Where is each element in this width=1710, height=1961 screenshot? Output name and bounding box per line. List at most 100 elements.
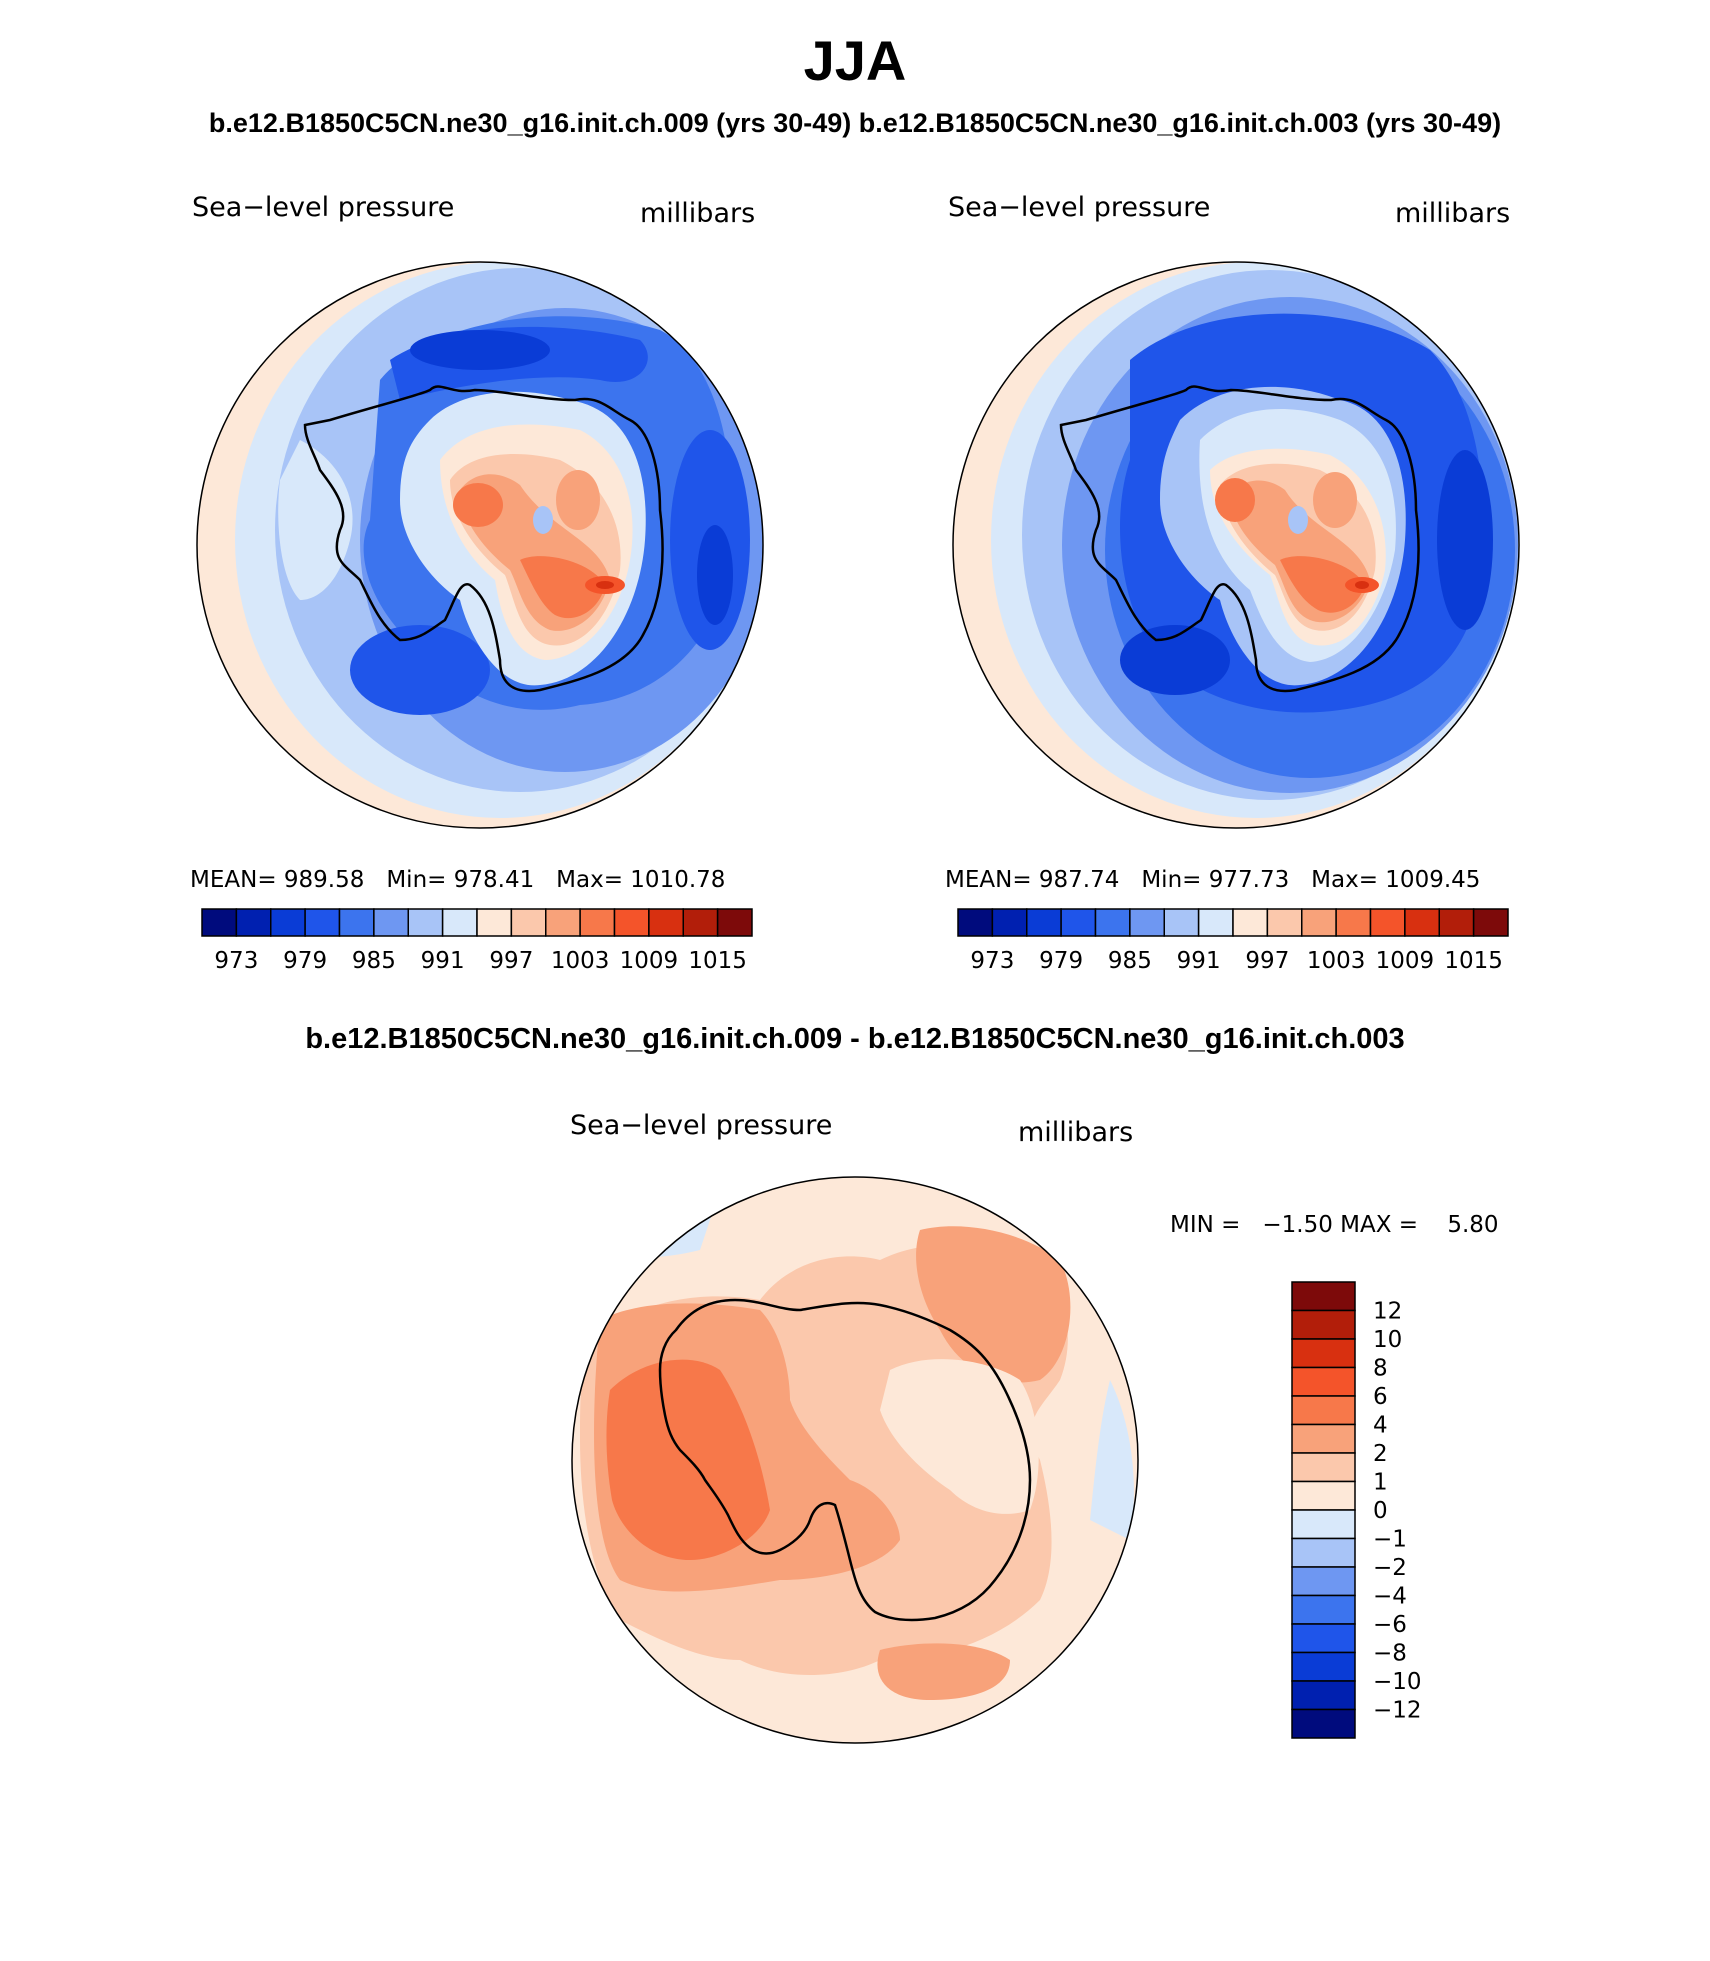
panel1-min-label: Min= <box>386 867 447 893</box>
panel2-colorbar-swatch <box>1094 908 1131 937</box>
panel2-colorbar-tick-label: 979 <box>1039 948 1083 974</box>
panel1-colorbar-swatch <box>476 908 513 937</box>
panel1-colorbar-swatch <box>201 908 238 937</box>
panel2-coastline <box>1059 385 1420 693</box>
panel2-colorbar-swatch <box>1335 908 1372 937</box>
panel2-colorbar-swatch <box>1301 908 1337 937</box>
panel1-colorbar-swatch <box>545 908 581 937</box>
panel1-colorbar-tick-label: 991 <box>421 948 465 974</box>
diff-colorbar-tick-label: −1 <box>1373 1527 1407 1553</box>
panel2-mean-value: 987.74 <box>1038 867 1120 893</box>
panel2-colorbar-swatch <box>1026 908 1062 937</box>
diff-colorbar-tick-label: 8 <box>1373 1356 1388 1382</box>
panel2-polar-map <box>952 261 1520 829</box>
panel1-colorbar: 973 979 985 991 997 1003 1009 1015 <box>201 908 753 974</box>
diff-colorbar-swatch <box>1291 1537 1356 1568</box>
diff-colorbar-tick-label: −6 <box>1373 1612 1407 1638</box>
panel1-colorbar-swatch <box>373 908 409 937</box>
diff-colorbar-tick-label: 2 <box>1373 1441 1388 1467</box>
diff-colorbar-swatch <box>1291 1623 1356 1654</box>
diff-colorbar-tick-label: 10 <box>1373 1327 1402 1353</box>
diff-colorbar-swatch <box>1291 1651 1356 1682</box>
panel1-colorbar-swatch <box>407 908 444 937</box>
panel1-units-label: millibars <box>640 198 756 229</box>
diff-units-label: millibars <box>1018 1117 1134 1148</box>
panel2-colorbar-tick-label: 985 <box>1108 948 1152 974</box>
panel2-units-label: millibars <box>1395 198 1511 229</box>
panel2-colorbar-swatch <box>1472 908 1509 937</box>
panel1-colorbar-tick-label: 1009 <box>620 948 679 974</box>
diff-colorbar-swatch <box>1291 1281 1356 1312</box>
panel1-colorbar-tick-label: 1003 <box>551 948 610 974</box>
diff-colorbar-tick-label: −10 <box>1373 1669 1422 1695</box>
diff-colorbar-tick-label: −4 <box>1373 1584 1407 1610</box>
diff-colorbar-tick-label: −2 <box>1373 1555 1407 1581</box>
panel1-colorbar-tick-label: 997 <box>489 948 533 974</box>
panel2-variable-label: Sea−level pressure <box>948 192 1211 223</box>
panel2-mean-label: MEAN= <box>945 867 1032 893</box>
diff-variable-label: Sea−level pressure <box>570 1110 833 1141</box>
panel2-colorbar-swatch <box>1232 908 1269 937</box>
diff-colorbar-swatch <box>1291 1366 1356 1397</box>
panel2-max-value: 1009.45 <box>1385 867 1481 893</box>
diff-colorbar-swatch <box>1291 1708 1356 1739</box>
diff-colorbar-tick-label: −8 <box>1373 1641 1407 1667</box>
runs-title: b.e12.B1850C5CN.ne30_g16.init.ch.009 (yr… <box>208 108 1502 138</box>
diff-colorbar-swatch <box>1291 1338 1356 1369</box>
panel2-colorbar-tick-label: 997 <box>1245 948 1289 974</box>
panel1-variable-label: Sea−level pressure <box>192 192 455 223</box>
diff-max-value: 5.80 <box>1447 1212 1499 1238</box>
panel1-colorbar-swatch <box>682 908 719 937</box>
panel1-min-value: 978.41 <box>453 867 535 893</box>
panel2-max-label: Max= <box>1311 867 1378 893</box>
diff-colorbar-tick-label: 12 <box>1373 1299 1402 1325</box>
panel2-colorbar-swatch <box>957 908 994 937</box>
panel1-coastline <box>303 385 664 693</box>
panel1-polar-map <box>196 261 764 829</box>
diff-min-value: −1.50 <box>1262 1212 1333 1238</box>
diff-colorbar-swatch <box>1291 1566 1356 1597</box>
panel2-stats: MEAN= 987.74 Min= 977.73 Max= 1009.45 <box>945 867 1480 893</box>
panel2-colorbar-tick-label: 1003 <box>1307 948 1366 974</box>
panel2-colorbar-swatch <box>1163 908 1200 937</box>
diff-polar-map <box>571 1176 1139 1744</box>
panel1-colorbar-swatch <box>338 908 375 937</box>
panel2-min-value: 977.73 <box>1208 867 1290 893</box>
panel2-colorbar-swatch <box>1438 908 1475 937</box>
diff-max-label: MAX = <box>1340 1212 1419 1238</box>
panel2-colorbar-swatch <box>1129 908 1165 937</box>
diff-colorbar-swatch <box>1291 1309 1356 1340</box>
panel2-colorbar-swatch <box>991 908 1028 937</box>
figure-title: JJA <box>803 29 907 92</box>
diff-colorbar-swatch <box>1291 1452 1356 1483</box>
panel1-max-label: Max= <box>556 867 623 893</box>
panel2-colorbar-tick-label: 973 <box>970 948 1014 974</box>
diff-min-label: MIN = <box>1170 1212 1241 1238</box>
panel2-min-label: Min= <box>1141 867 1202 893</box>
panel1-colorbar-swatch <box>613 908 650 937</box>
panel2-colorbar-swatch <box>1060 908 1097 937</box>
panel1-colorbar-tick-label: 985 <box>352 948 396 974</box>
difference-title: b.e12.B1850C5CN.ne30_g16.init.ch.009 - b… <box>305 1023 1405 1055</box>
panel1-colorbar-swatch <box>235 908 272 937</box>
diff-colorbar-tick-label: 6 <box>1373 1384 1388 1410</box>
panel2-colorbar-tick-label: 1015 <box>1444 948 1503 974</box>
panel2-colorbar-swatch <box>1404 908 1440 937</box>
diff-colorbar-tick-label: −12 <box>1373 1698 1422 1724</box>
diff-colorbar-tick-label: 0 <box>1373 1498 1388 1524</box>
diff-colorbar-tick-label: 1 <box>1373 1470 1388 1496</box>
panel1-colorbar-swatch <box>441 908 478 937</box>
diff-coastline <box>658 1298 1032 1622</box>
panel1-mean-label: MEAN= <box>190 867 277 893</box>
diff-colorbar-swatch <box>1291 1480 1356 1511</box>
panel1-colorbar-swatch <box>304 908 341 937</box>
diff-colorbar-swatch <box>1291 1395 1356 1426</box>
panel1-colorbar-swatch <box>270 908 306 937</box>
panel1-colorbar-tick-label: 973 <box>214 948 258 974</box>
diff-stats: MIN = −1.50 MAX = 5.80 <box>1170 1212 1499 1238</box>
panel1-colorbar-tick-label: 979 <box>283 948 327 974</box>
panel1-mean-value: 989.58 <box>283 867 365 893</box>
panel1-colorbar-swatch <box>648 908 684 937</box>
